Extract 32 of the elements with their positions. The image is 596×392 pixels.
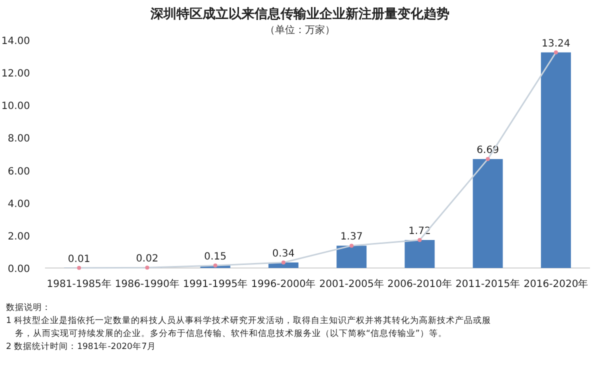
x-tick-label: 2016-2020年 xyxy=(524,278,588,290)
y-tick-label: 2.00 xyxy=(8,231,30,242)
chart-subtitle: （单位：万家） xyxy=(265,24,335,36)
y-tick-label: 14.00 xyxy=(1,36,30,47)
text: 1 科技型企业是指依托一定数量的科技人员从事科学技术研究开发活动，取得自主知识产权并将其转化为高新技术产品或服务，从而实现可持续发展的企业。多分布于信息传输、软件和信息技术服务业（以下简称“信息传输业”）等。 xyxy=(6,315,492,341)
data-label: 6.69 xyxy=(476,145,499,156)
x-tick-label: 1986-1990年 xyxy=(114,278,180,290)
data-label: 0.15 xyxy=(204,252,226,263)
data-label: 0.01 xyxy=(68,254,90,265)
bar xyxy=(540,52,571,268)
bar xyxy=(472,159,503,268)
data-label: 0.02 xyxy=(136,254,158,265)
data-label: 0.34 xyxy=(272,248,295,260)
y-tick-label: 0.00 xyxy=(8,264,30,275)
data-label: 13.24 xyxy=(542,38,570,50)
x-tick-label: 1991-1995年 xyxy=(183,278,248,290)
x-tick-label: 2011-2015年 xyxy=(456,278,520,290)
text: 2 数据统计时间：1981年-2020年7月 xyxy=(6,341,157,354)
y-tick-label: 6.00 xyxy=(8,166,30,178)
chart-title: 深圳特区成立以来信息传输业企业新注册量变化趋势 xyxy=(150,6,450,22)
data-label: 1.37 xyxy=(340,232,363,243)
bar xyxy=(336,246,367,268)
y-tick-label: 8.00 xyxy=(8,134,30,145)
bar xyxy=(404,240,435,268)
y-tick-label: 4.00 xyxy=(8,198,30,210)
x-tick-label: 2006-2010年 xyxy=(387,278,452,290)
x-tick-label: 1996-2000年 xyxy=(251,278,316,290)
y-tick-label: 10.00 xyxy=(1,101,30,112)
text: 数据说明： xyxy=(6,302,52,315)
x-tick-label: 1981-1985年 xyxy=(46,278,112,290)
y-tick-label: 12.00 xyxy=(1,68,30,80)
x-tick-label: 2001-2005年 xyxy=(319,278,384,290)
